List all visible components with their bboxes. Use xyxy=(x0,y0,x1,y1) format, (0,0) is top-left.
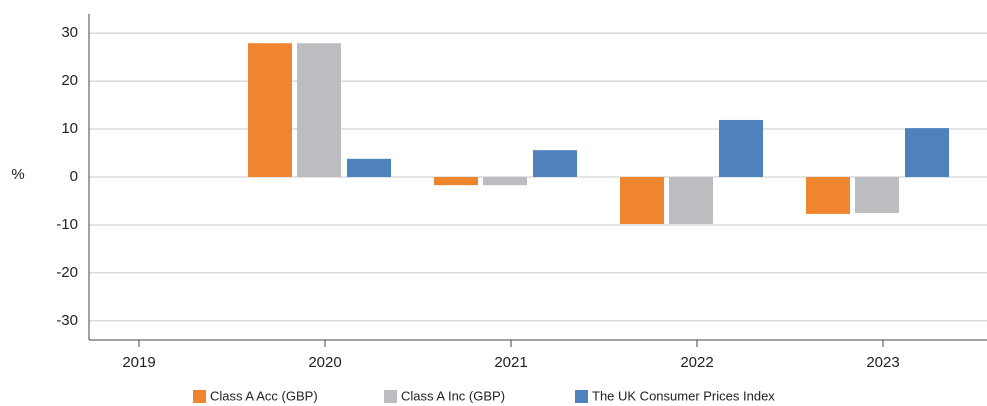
legend-label: Class A Inc (GBP) xyxy=(401,388,505,403)
bar xyxy=(905,128,949,177)
y-tick-label: 0 xyxy=(70,168,78,185)
x-tick-label: 2022 xyxy=(680,354,713,371)
y-tick-label: -10 xyxy=(56,216,78,233)
x-tick-label: 2023 xyxy=(866,354,899,371)
y-tick-label: 30 xyxy=(61,24,78,41)
legend-label: Class A Acc (GBP) xyxy=(210,388,318,403)
legend-label: The UK Consumer Prices Index xyxy=(592,388,775,403)
bar xyxy=(719,119,763,177)
legend-swatch xyxy=(384,390,397,403)
bar xyxy=(669,177,713,224)
legend-swatch xyxy=(575,390,588,403)
y-tick-label: -30 xyxy=(56,312,78,329)
y-tick-label: -20 xyxy=(56,264,78,281)
legend-swatch xyxy=(193,390,206,403)
bar xyxy=(297,43,341,178)
bar xyxy=(248,43,292,178)
x-tick-label: 2021 xyxy=(494,354,527,371)
x-tick-label: 2020 xyxy=(308,354,341,371)
bar xyxy=(434,177,478,186)
bar xyxy=(483,177,527,186)
bar xyxy=(533,150,577,177)
y-axis-label: % xyxy=(11,166,24,183)
bar xyxy=(347,158,391,177)
bar xyxy=(806,177,850,214)
x-tick-label: 2019 xyxy=(122,354,155,371)
bar xyxy=(620,177,664,224)
bar xyxy=(855,177,899,213)
y-tick-label: 20 xyxy=(61,72,78,89)
y-tick-label: 10 xyxy=(61,120,78,137)
